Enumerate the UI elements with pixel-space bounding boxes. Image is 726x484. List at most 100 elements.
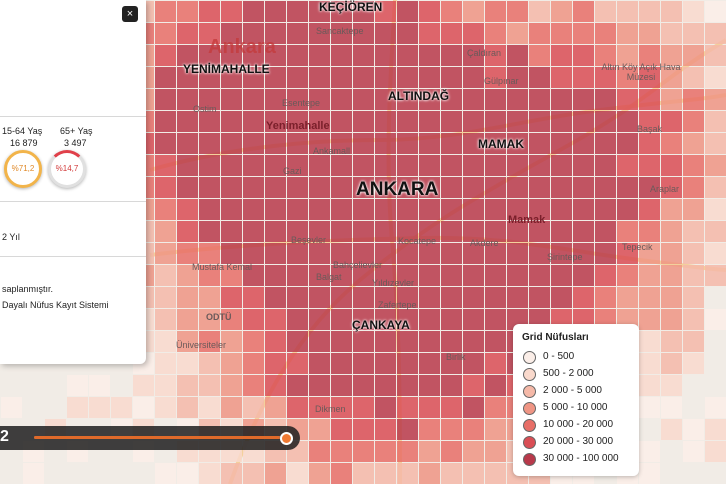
grid-cell [199, 463, 220, 484]
grid-cell [177, 111, 198, 132]
grid-cell [441, 23, 462, 44]
grid-cell [353, 397, 374, 418]
grid-cell [265, 23, 286, 44]
grid-cell [155, 133, 176, 154]
grid-cell [397, 441, 418, 462]
grid-cell [463, 1, 484, 22]
grid-cell [661, 67, 682, 88]
grid-cell [661, 331, 682, 352]
grid-cell [155, 353, 176, 374]
grid-cell [155, 309, 176, 330]
grid-cell [639, 397, 660, 418]
grid-cell [353, 133, 374, 154]
grid-cell [595, 1, 616, 22]
grid-cell [573, 199, 594, 220]
grid-cell [353, 199, 374, 220]
grid-cell [353, 23, 374, 44]
grid-cell [661, 243, 682, 264]
neighborhood-label: Gazi [283, 166, 302, 176]
grid-cell [617, 45, 638, 66]
grid-cell [551, 23, 572, 44]
grid-cell [331, 221, 352, 242]
grid-cell [683, 243, 704, 264]
grid-cell [705, 111, 726, 132]
grid-cell [199, 309, 220, 330]
legend-label: 10 000 - 20 000 [543, 419, 614, 430]
grid-cell [551, 199, 572, 220]
grid-cell [661, 89, 682, 110]
grid-cell [485, 463, 506, 484]
grid-cell [705, 243, 726, 264]
grid-cell [683, 287, 704, 308]
grid-cell [397, 243, 418, 264]
grid-cell [441, 243, 462, 264]
grid-cell [441, 199, 462, 220]
neighborhood-label: Sancaktepe [316, 26, 364, 36]
grid-cell [155, 89, 176, 110]
grid-cell [441, 375, 462, 396]
grid-cell [243, 177, 264, 198]
grid-cell [595, 243, 616, 264]
grid-cell [265, 265, 286, 286]
grid-cell [683, 89, 704, 110]
grid-cell [331, 265, 352, 286]
grid-cell [309, 89, 330, 110]
legend-swatch [523, 368, 536, 381]
divider [0, 201, 146, 202]
grid-cell [243, 155, 264, 176]
grid-cell [661, 265, 682, 286]
grid-cell [331, 133, 352, 154]
grid-cell [331, 397, 352, 418]
timeline-thumb[interactable] [280, 432, 293, 445]
grid-cell [353, 419, 374, 440]
grid-cell [243, 265, 264, 286]
grid-cell [551, 45, 572, 66]
grid-cell [221, 1, 242, 22]
grid-cell [155, 67, 176, 88]
timeline-track[interactable] [34, 436, 288, 439]
timeline-slider[interactable]: 2 [0, 426, 300, 450]
grid-cell [419, 463, 440, 484]
grid-cell [397, 221, 418, 242]
grid-cell [507, 1, 528, 22]
grid-cell [155, 177, 176, 198]
grid-cell [463, 375, 484, 396]
grid-cell [507, 243, 528, 264]
grid-cell [375, 309, 396, 330]
grid-cell [441, 441, 462, 462]
grid-cell [463, 309, 484, 330]
close-button[interactable]: × [122, 6, 138, 22]
grid-cell [221, 111, 242, 132]
neighborhood-label: Birlik [446, 352, 466, 362]
grid-cell [463, 89, 484, 110]
grid-cell [617, 23, 638, 44]
grid-cell [221, 287, 242, 308]
map-legend: Grid Nüfusları 0 - 500 500 - 2 000 2 000… [513, 324, 639, 476]
grid-cell [419, 265, 440, 286]
grid-cell [441, 1, 462, 22]
grid-cell [683, 353, 704, 374]
grid-cell [177, 1, 198, 22]
legend-swatch [523, 351, 536, 364]
grid-cell [617, 265, 638, 286]
grid-cell [705, 441, 726, 462]
neighborhood-label: Gülpınar [484, 76, 519, 86]
neighborhood-label: Üniversiteler [176, 340, 227, 350]
grid-cell [243, 133, 264, 154]
grid-cell [595, 45, 616, 66]
grid-cell [397, 89, 418, 110]
grid-cell [485, 287, 506, 308]
grid-cell [309, 309, 330, 330]
neighborhood-label: Beşevler [291, 235, 327, 245]
grid-cell [221, 463, 242, 484]
grid-cell [265, 89, 286, 110]
grid-cell [507, 287, 528, 308]
grid-cell [485, 1, 506, 22]
grid-cell [661, 375, 682, 396]
grid-cell [639, 1, 660, 22]
grid-cell [705, 23, 726, 44]
grid-cell [419, 155, 440, 176]
grid-cell [397, 45, 418, 66]
